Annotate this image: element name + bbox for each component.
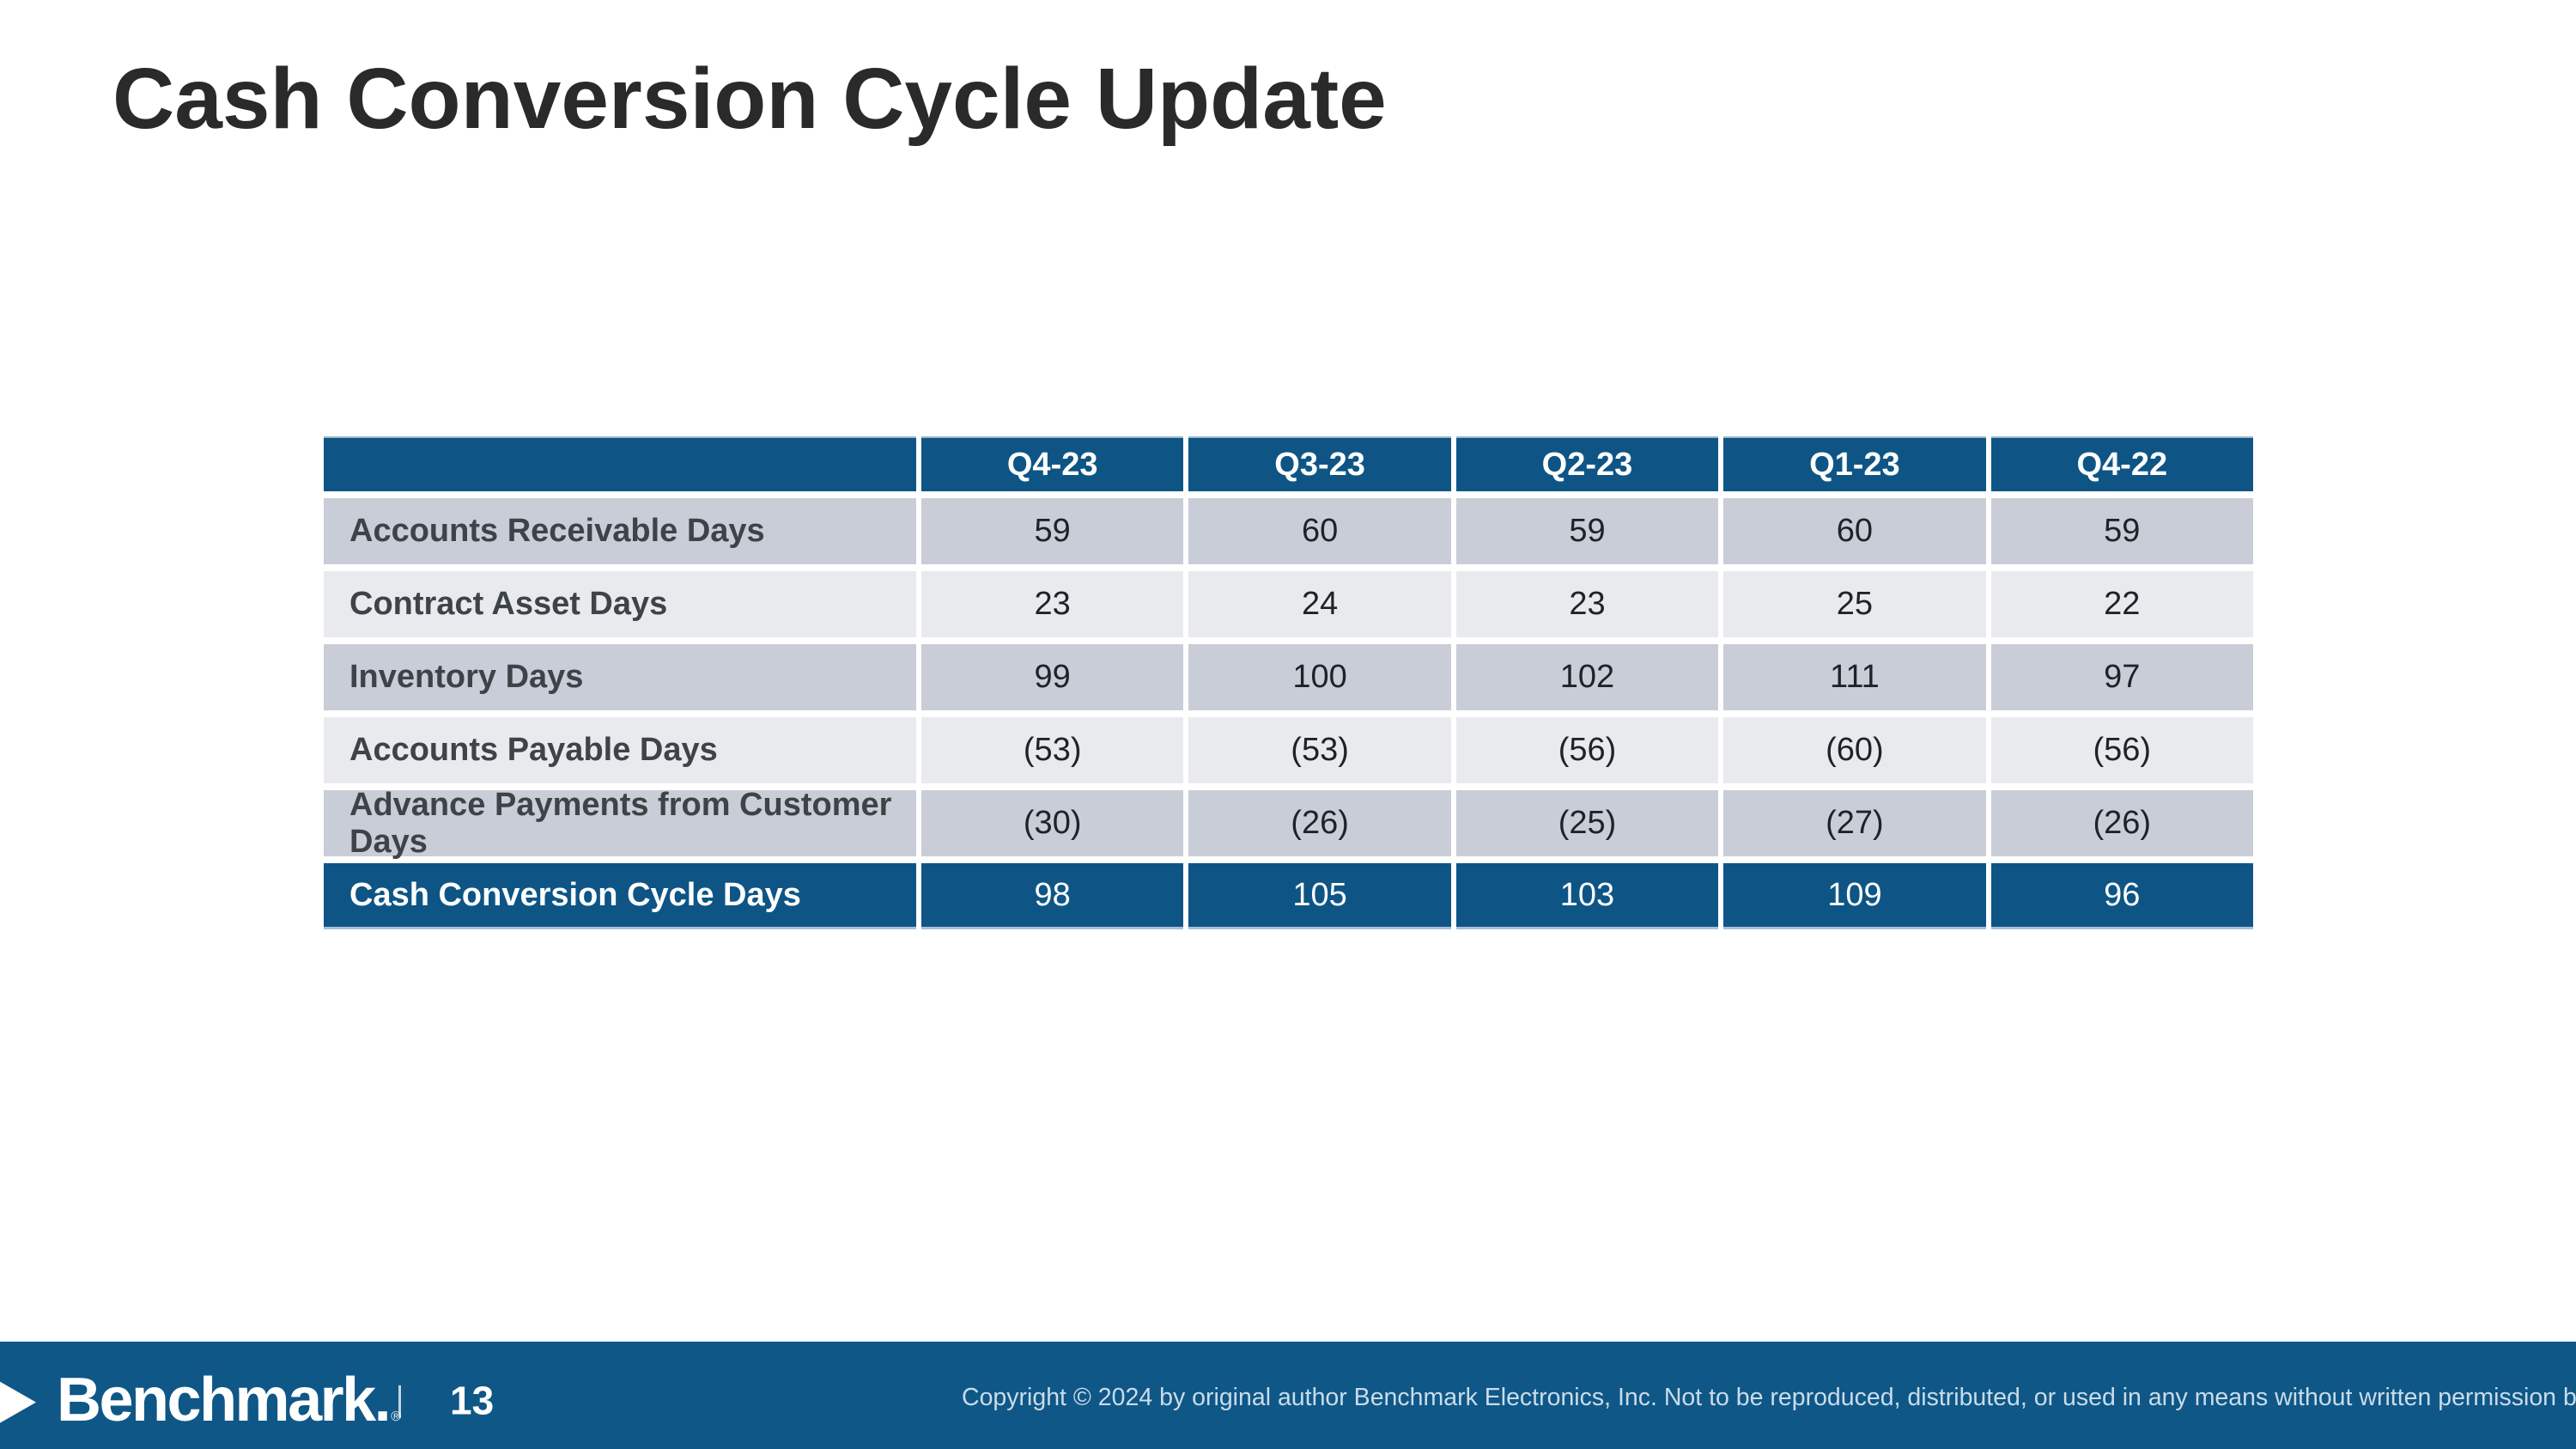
table-cell: 25 bbox=[1723, 571, 1986, 637]
page-title: Cash Conversion Cycle Update bbox=[112, 51, 1387, 147]
column-header-q1-23: Q1-23 bbox=[1723, 436, 1986, 491]
table-cell: (25) bbox=[1455, 790, 1719, 856]
table-cell: (60) bbox=[1723, 717, 1986, 783]
footer-bar: Benchmark. ® 13 Copyright © 2024 by origi… bbox=[0, 1342, 2576, 1449]
table-cell: 96 bbox=[1990, 863, 2253, 929]
column-header-q4-22: Q4-22 bbox=[1990, 436, 2253, 491]
table-cell: 60 bbox=[1723, 498, 1986, 564]
footer-divider bbox=[398, 1385, 401, 1418]
table-cell: 105 bbox=[1188, 863, 1451, 929]
table-cell: 60 bbox=[1188, 498, 1451, 564]
table-cell: (30) bbox=[921, 790, 1184, 856]
table-cell: (56) bbox=[1455, 717, 1719, 783]
cash-conversion-cycle-table: Q4-23 Q3-23 Q2-23 Q1-23 Q4-22 Accounts R… bbox=[324, 436, 2253, 929]
table-cell: 103 bbox=[1455, 863, 1719, 929]
table-corner-cell bbox=[324, 436, 916, 491]
table-cell: (53) bbox=[921, 717, 1184, 783]
table-cell: (26) bbox=[1188, 790, 1451, 856]
column-header-q4-23: Q4-23 bbox=[921, 436, 1184, 491]
table-cell: 111 bbox=[1723, 644, 1986, 710]
table-cell: 23 bbox=[921, 571, 1184, 637]
table-cell: 22 bbox=[1990, 571, 2253, 637]
benchmark-arrow-icon bbox=[0, 1374, 36, 1430]
registered-mark-icon: ® bbox=[391, 1409, 401, 1424]
table-cell: 24 bbox=[1188, 571, 1451, 637]
table-cell: 97 bbox=[1990, 644, 2253, 710]
table-cell: (53) bbox=[1188, 717, 1451, 783]
table-cell: 100 bbox=[1188, 644, 1451, 710]
row-label-accounts-receivable-days: Accounts Receivable Days bbox=[324, 498, 916, 564]
table-cell: 109 bbox=[1723, 863, 1986, 929]
row-label-accounts-payable-days: Accounts Payable Days bbox=[324, 717, 916, 783]
row-label-advance-payments-from-customer-days: Advance Payments from Customer Days bbox=[324, 787, 916, 860]
column-header-q2-23: Q2-23 bbox=[1455, 436, 1719, 491]
table-cell: 98 bbox=[921, 863, 1184, 929]
table-cell: (26) bbox=[1990, 790, 2253, 856]
table-cell: 59 bbox=[1455, 498, 1719, 564]
table-cell: 59 bbox=[921, 498, 1184, 564]
row-label-contract-asset-days: Contract Asset Days bbox=[324, 571, 916, 637]
table-cell: 23 bbox=[1455, 571, 1719, 637]
table-cell: 59 bbox=[1990, 498, 2253, 564]
benchmark-logo-text: Benchmark. bbox=[57, 1365, 392, 1434]
copyright-text: Copyright © 2024 by original author Benc… bbox=[962, 1383, 2576, 1411]
table-cell: 102 bbox=[1455, 644, 1719, 710]
benchmark-logo: Benchmark. ® bbox=[57, 1364, 401, 1434]
table-cell: (27) bbox=[1723, 790, 1986, 856]
table-cell: (56) bbox=[1990, 717, 2253, 783]
column-header-q3-23: Q3-23 bbox=[1188, 436, 1451, 491]
row-label-inventory-days: Inventory Days bbox=[324, 644, 916, 710]
page-number: 13 bbox=[450, 1377, 495, 1422]
table-cell: 99 bbox=[921, 644, 1184, 710]
row-label-cash-conversion-cycle-days: Cash Conversion Cycle Days bbox=[324, 863, 916, 929]
